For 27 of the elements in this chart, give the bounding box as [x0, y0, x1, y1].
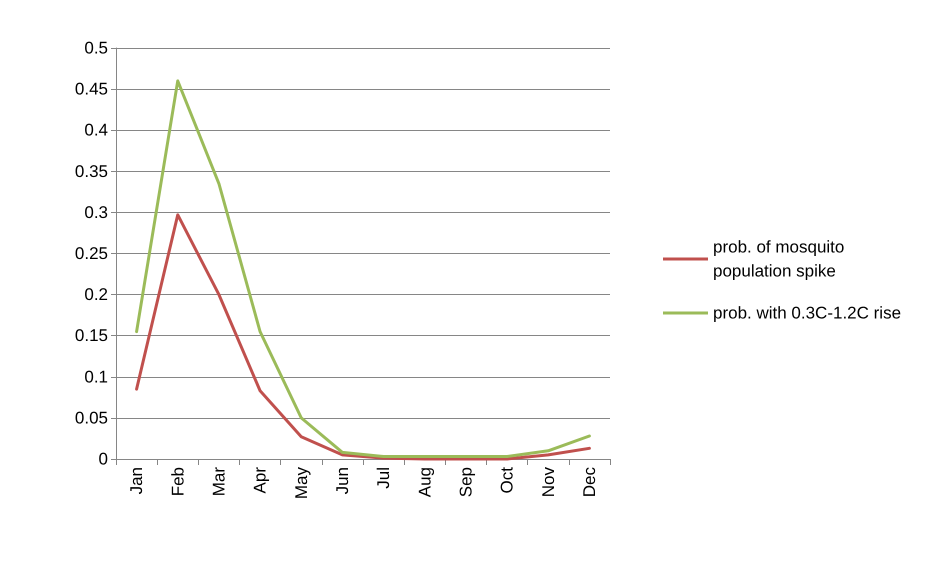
- x-tick-label: Jul: [374, 467, 394, 489]
- x-tick-label: Dec: [580, 466, 599, 498]
- y-tick-label: 0.15: [74, 326, 108, 346]
- legend-label: prob. with 0.3C-1.2C rise: [713, 304, 902, 322]
- x-tick-label: Aug: [415, 467, 434, 498]
- y-tick-label: 0.05: [74, 408, 108, 428]
- y-tick-label: 0.3: [84, 202, 108, 222]
- y-tick-label: 0.35: [74, 162, 108, 181]
- line-series: [135, 213, 591, 460]
- x-tick-label: Sep: [456, 467, 476, 498]
- y-tick-label: 0.4: [84, 120, 108, 140]
- x-tick-label: Mar: [209, 466, 228, 496]
- y-tick-label: 0.5: [84, 38, 108, 58]
- line-series: [135, 79, 591, 458]
- x-tick-label: May: [292, 466, 311, 500]
- legend-label: prob. of mosquito population spike: [713, 238, 850, 280]
- x-tick-label: Apr: [250, 466, 270, 494]
- y-tick-label: 0.1: [84, 367, 108, 386]
- y-tick-label: 0.25: [74, 244, 108, 263]
- x-tick-label: Jan: [127, 467, 146, 494]
- x-tick-label: Nov: [538, 466, 558, 498]
- y-tick-label: 0.2: [84, 285, 108, 304]
- x-tick-label: Feb: [168, 467, 188, 496]
- y-tick-label: 0.45: [74, 80, 108, 99]
- y-tick-label: 0: [98, 450, 108, 468]
- x-tick-label: Oct: [498, 466, 517, 494]
- x-tick-label: Jun: [332, 467, 352, 494]
